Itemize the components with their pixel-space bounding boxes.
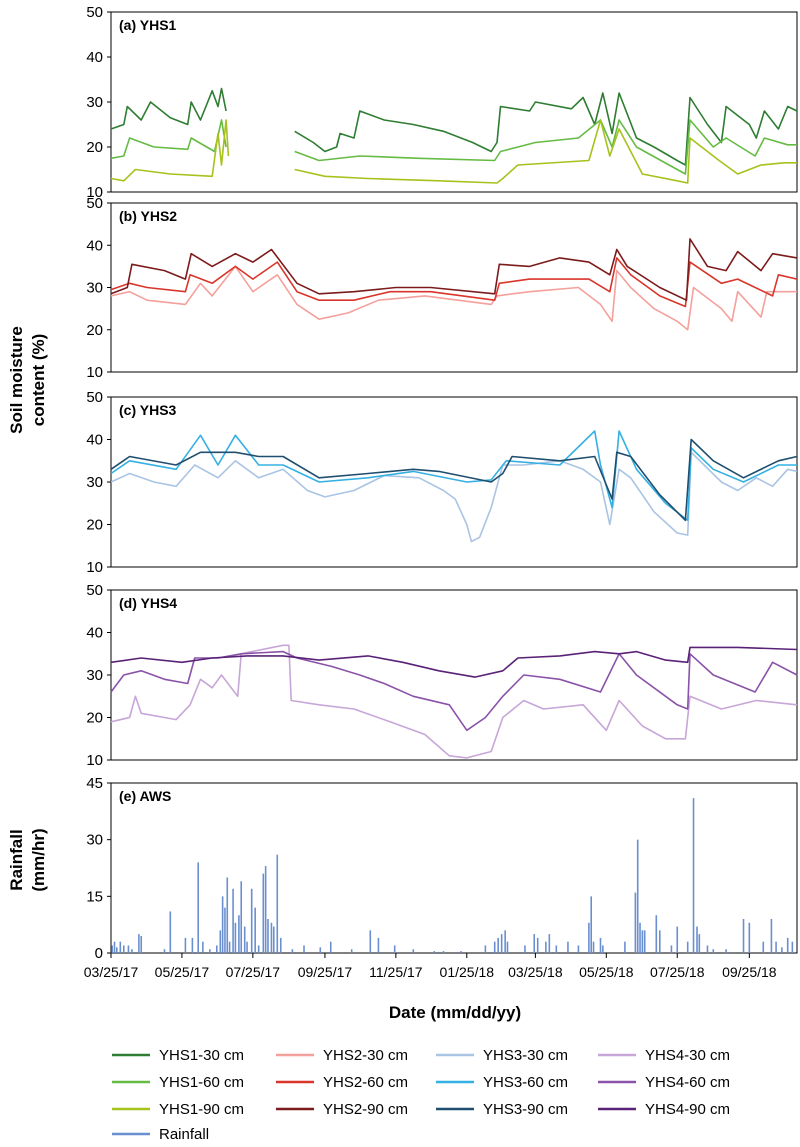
y-tick-label: 50 — [86, 195, 103, 212]
series-line-yhs2-60-cm — [110, 257, 798, 308]
series-line-yhs3-60-cm — [110, 430, 797, 522]
legend-label: Rainfall — [159, 1126, 209, 1143]
y-tick-label: 30 — [86, 832, 103, 849]
y-tick-label: 30 — [86, 280, 103, 297]
y-tick-label: 20 — [86, 517, 103, 534]
series-line-yhs1-30-cm — [110, 87, 798, 166]
panel-5: 0 15 30 45 (e) AWS — [86, 775, 798, 962]
legend-label: YHS4-90 cm — [645, 1101, 730, 1118]
y-tick-label: 10 — [86, 752, 103, 769]
legend-label: YHS4-30 cm — [645, 1047, 730, 1064]
x-tick-label: 09/25/18 — [722, 964, 777, 980]
y-tick-label: 45 — [86, 775, 103, 792]
y-tick-label: 40 — [86, 237, 103, 254]
x-tick-label: 03/25/18 — [508, 964, 563, 980]
legend-label: YHS3-60 cm — [483, 1074, 568, 1091]
legend-label: YHS2-30 cm — [323, 1047, 408, 1064]
legend-label: YHS3-30 cm — [483, 1047, 568, 1064]
y-tick-label: 0 — [95, 945, 103, 962]
x-axis-title: Date (mm/dd/yy) — [389, 1003, 521, 1022]
series-line-yhs2-30-cm — [110, 265, 797, 331]
series-line-yhs1-90-cm — [110, 119, 797, 184]
y-tick-label: 15 — [86, 888, 103, 905]
x-tick-label: 05/25/17 — [155, 964, 210, 980]
y-tick-label: 10 — [86, 559, 103, 576]
y-tick-label: 20 — [86, 322, 103, 339]
y-tick-label: 10 — [86, 184, 103, 201]
legend-label: YHS1-30 cm — [159, 1047, 244, 1064]
x-tick-label: 03/25/17 — [84, 964, 139, 980]
legend: YHS1-30 cm YHS2-30 cm YHS3-30 cm YHS4-30 cm… — [112, 1047, 730, 1143]
panel-title: (e) AWS — [119, 788, 171, 804]
y-tick-label: 50 — [86, 389, 103, 406]
panel-4: 10 20 30 40 50 (d) YHS4 — [86, 582, 798, 769]
chart-panels: 10 20 30 40 50 (a) YHS1 10 20 30 40 50 (b) YHS2 10 20… — [86, 4, 798, 962]
legend-label: YHS1-60 cm — [159, 1074, 244, 1091]
legend-label: YHS3-90 cm — [483, 1101, 568, 1118]
panel-frame — [110, 589, 798, 761]
ylabel-rainfall-line1: Rainfall — [7, 829, 26, 890]
y-tick-label: 40 — [86, 625, 103, 642]
y-tick-label: 40 — [86, 49, 103, 66]
x-tick-label: 01/25/18 — [440, 964, 495, 980]
y-tick-label: 30 — [86, 667, 103, 684]
panel-title: (c) YHS3 — [119, 402, 177, 418]
y-tick-label: 30 — [86, 474, 103, 491]
y-tick-label: 10 — [86, 364, 103, 381]
x-tick-label: 07/25/17 — [226, 964, 281, 980]
ylabel-moisture-line1: Soil moisture — [7, 326, 26, 434]
x-axis-ticks: 03/25/17 05/25/17 07/25/17 09/25/17 11/25/17… — [84, 953, 777, 980]
x-tick-label: 11/25/17 — [369, 964, 423, 980]
ylabel-moisture-line2: content (%) — [29, 334, 48, 427]
x-tick-label: 05/25/18 — [579, 964, 634, 980]
series-line-yhs2-90-cm — [110, 238, 798, 301]
series-line-yhs3-30-cm — [110, 451, 798, 543]
series-line-yhs3-90-cm — [110, 438, 798, 522]
series-line-yhs4-90-cm — [110, 646, 798, 678]
panel-frame — [110, 396, 798, 568]
x-tick-label: 09/25/17 — [298, 964, 353, 980]
panel-2: 10 20 30 40 50 (b) YHS2 — [86, 195, 798, 381]
panel-frame — [110, 782, 798, 954]
y-tick-label: 50 — [86, 582, 103, 599]
panel-title: (d) YHS4 — [119, 595, 177, 611]
ylabel-rainfall-line2: (mm/hr) — [29, 828, 48, 891]
y-tick-label: 30 — [86, 94, 103, 111]
legend-label: YHS1-90 cm — [159, 1101, 244, 1118]
series-line-yhs1-60-cm — [110, 119, 797, 175]
x-tick-label: 07/25/18 — [650, 964, 705, 980]
panel-1: 10 20 30 40 50 (a) YHS1 — [86, 4, 798, 201]
y-tick-label: 50 — [86, 4, 103, 21]
legend-label: YHS4-60 cm — [645, 1074, 730, 1091]
y-tick-label: 20 — [86, 139, 103, 156]
series-line-yhs4-60-cm — [110, 650, 798, 732]
panel-title: (b) YHS2 — [119, 208, 177, 224]
y-tick-label: 20 — [86, 710, 103, 727]
panel-3: 10 20 30 40 50 (c) YHS3 — [86, 389, 798, 576]
y-tick-label: 40 — [86, 432, 103, 449]
legend-label: YHS2-60 cm — [323, 1074, 408, 1091]
legend-label: YHS2-90 cm — [323, 1101, 408, 1118]
series-line-yhs4-30-cm — [110, 644, 798, 759]
panel-title: (a) YHS1 — [119, 17, 177, 33]
